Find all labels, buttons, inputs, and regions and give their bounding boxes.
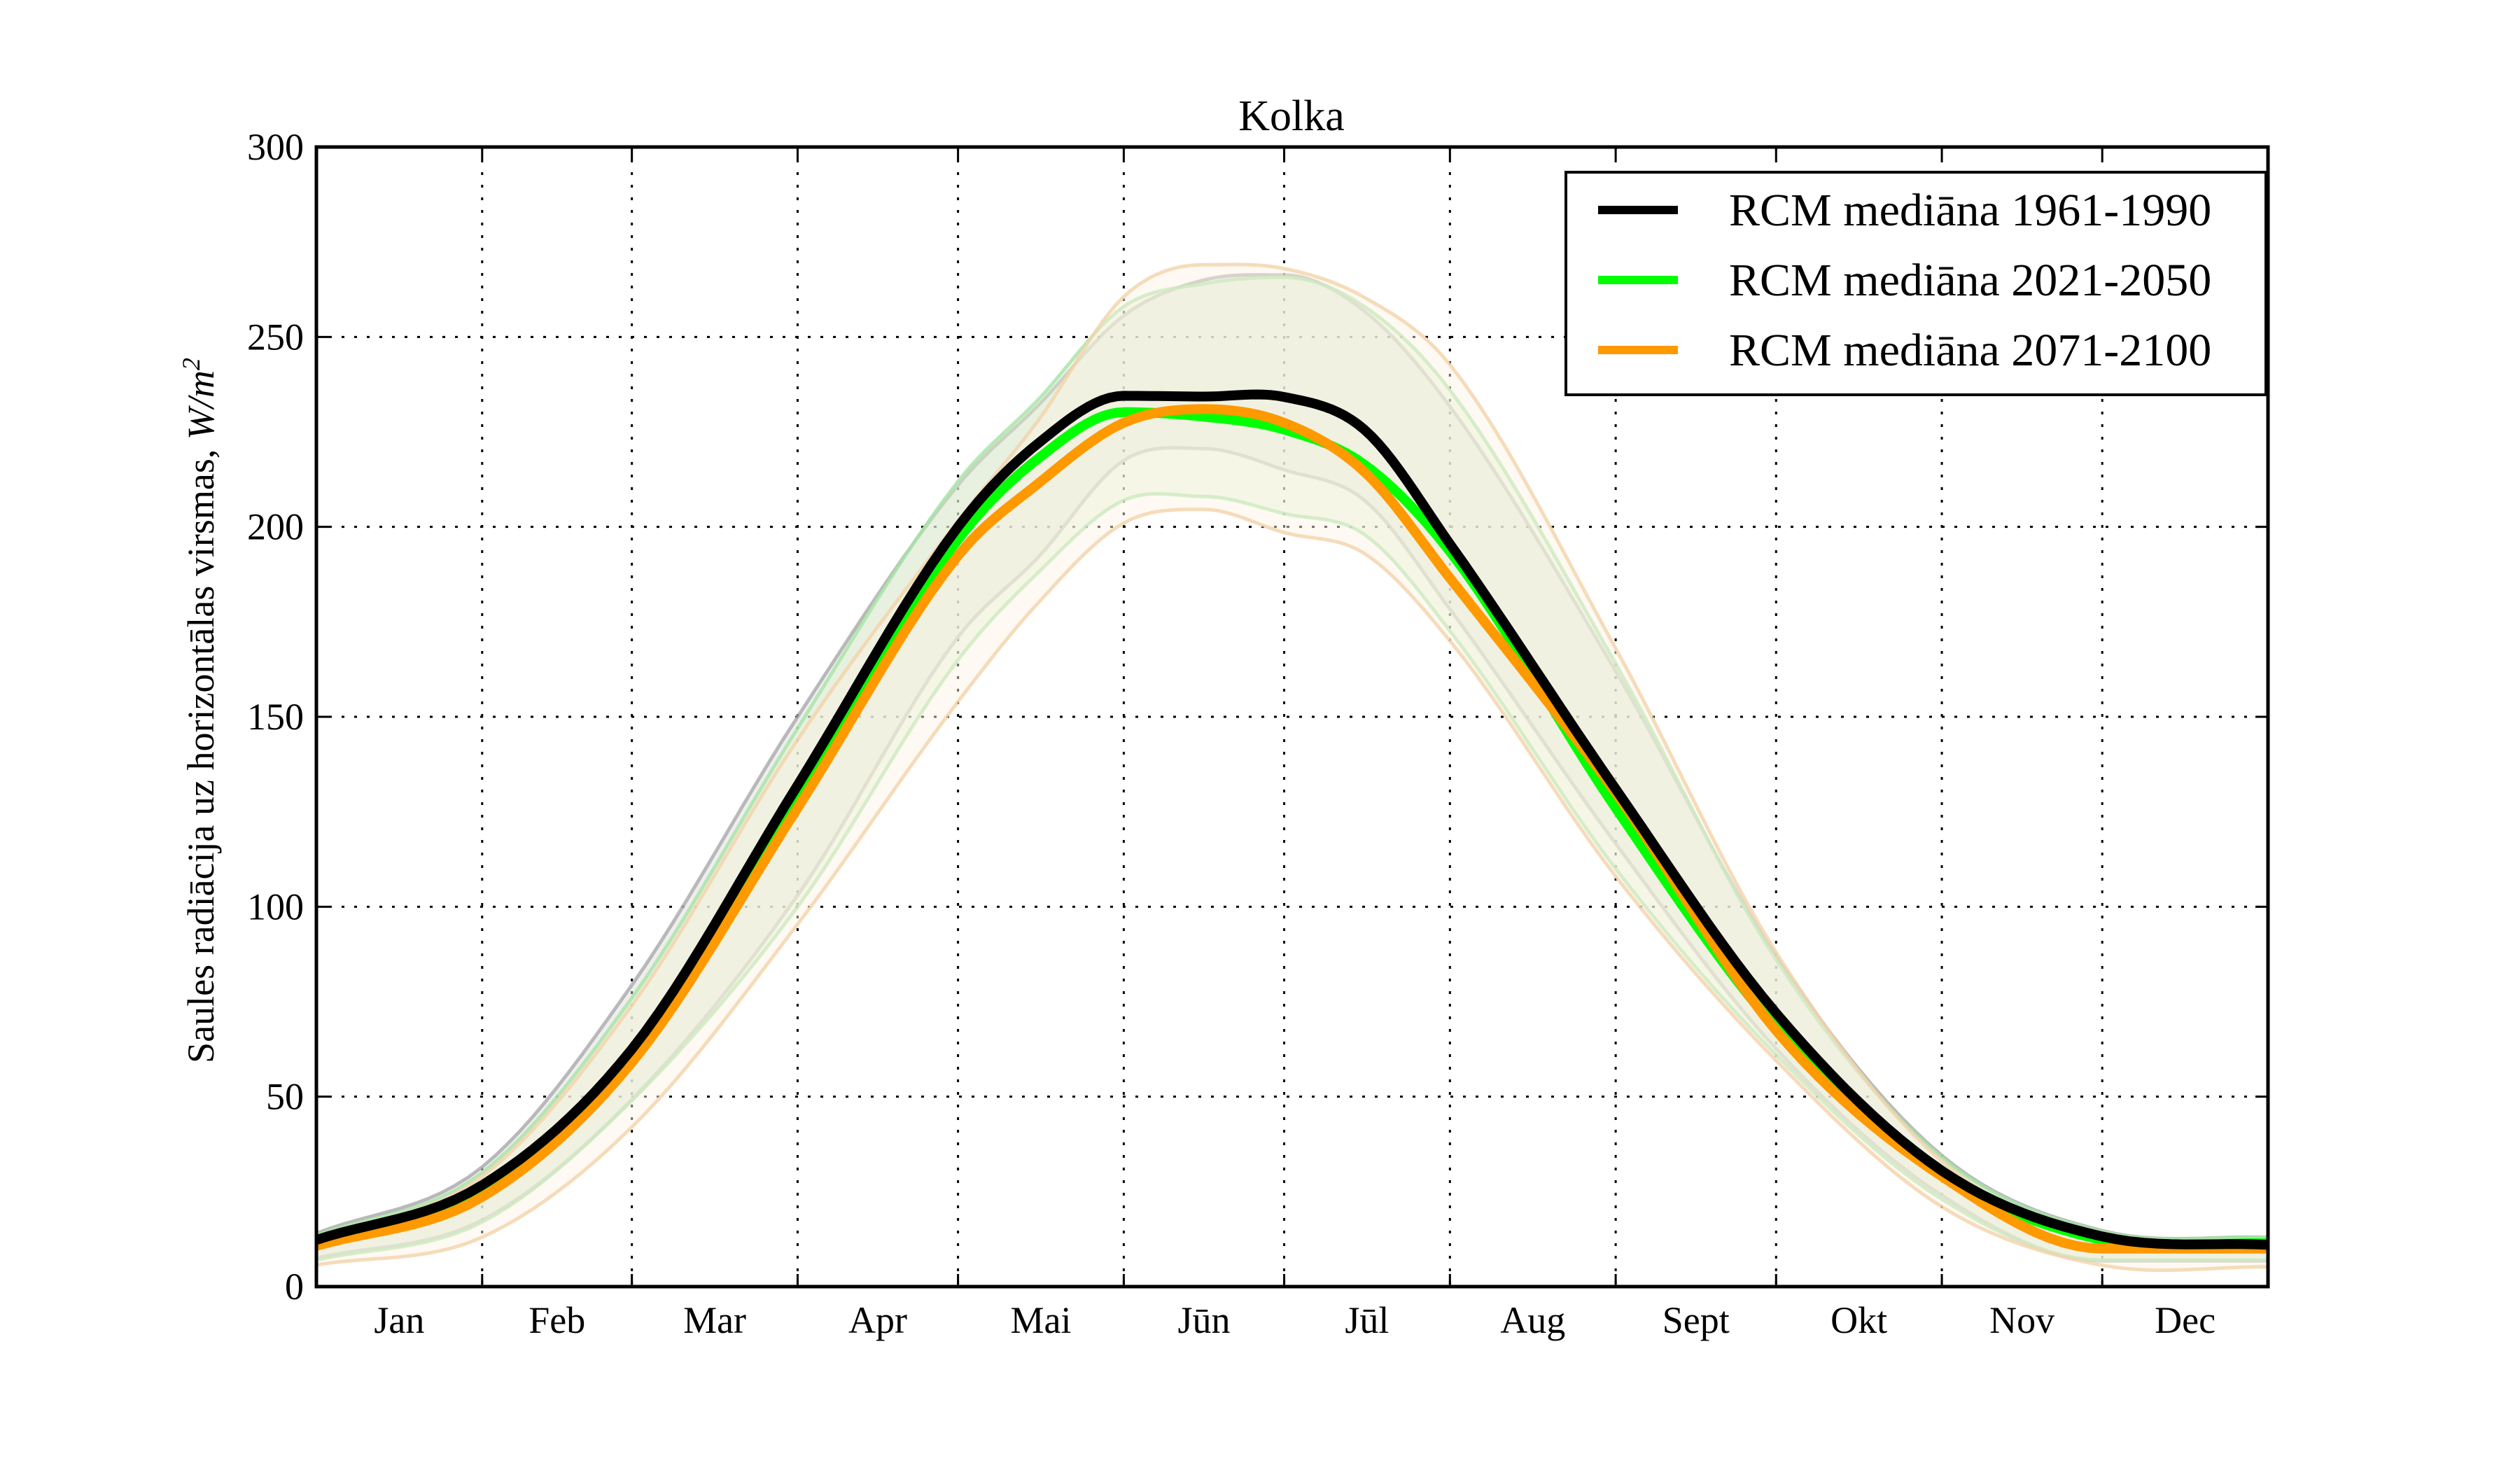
x-tick-label: Mar bbox=[683, 1299, 746, 1341]
legend-label: RCM mediāna 1961-1990 bbox=[1729, 185, 2211, 236]
y-tick-labels: 0 50 100 150 200 250 300 bbox=[247, 126, 304, 1308]
legend-label: RCM mediāna 2071-2100 bbox=[1729, 325, 2211, 376]
x-tick-labels: Jan Feb Mar Apr Mai Jūn Jūl Aug Sept Okt Nov Dec bbox=[374, 1299, 2216, 1341]
x-tick-label: Mai bbox=[1010, 1299, 1071, 1341]
y-axis-label-superscript: 2 bbox=[177, 358, 205, 370]
x-tick-label: Jan bbox=[374, 1299, 424, 1341]
x-tick-label: Apr bbox=[848, 1299, 907, 1341]
y-axis-label-text: Saules radiācija uz horizontālas virsmas… bbox=[180, 440, 222, 1063]
range-band-upper bbox=[316, 262, 2269, 1246]
y-tick-label: 300 bbox=[247, 126, 304, 168]
x-tick-label: Jūl bbox=[1345, 1299, 1389, 1341]
y-tick-label: 0 bbox=[285, 1266, 304, 1308]
chart-title: Kolka bbox=[1238, 92, 1345, 140]
x-tick-label: Okt bbox=[1830, 1299, 1887, 1341]
y-axis-label-unit: W/m bbox=[180, 370, 222, 440]
x-tick-label: Sept bbox=[1662, 1299, 1730, 1341]
y-axis-label: Saules radiācija uz horizontālas virsmas… bbox=[177, 358, 222, 1063]
y-tick-label: 50 bbox=[266, 1076, 304, 1118]
x-tick-label: Feb bbox=[528, 1299, 585, 1341]
legend-box bbox=[1564, 171, 2267, 396]
legend-label: RCM mediāna 2021-2050 bbox=[1729, 255, 2211, 306]
y-tick-label: 100 bbox=[247, 886, 304, 927]
x-tick-label: Dec bbox=[2155, 1299, 2216, 1341]
y-tick-label: 200 bbox=[247, 506, 304, 548]
range-band-lower bbox=[316, 507, 2269, 1273]
x-tick-label: Jūn bbox=[1177, 1299, 1230, 1341]
y-tick-label: 250 bbox=[247, 316, 304, 358]
series-line-2071-2100 bbox=[315, 404, 2268, 1254]
y-tick-label: 150 bbox=[247, 696, 304, 738]
x-tick-label: Aug bbox=[1500, 1299, 1565, 1341]
range-band-lower bbox=[316, 491, 2268, 1262]
x-tick-label: Nov bbox=[1989, 1299, 2054, 1341]
range-band-lower bbox=[316, 446, 2268, 1263]
series-line-1961-1990 bbox=[314, 389, 2269, 1250]
legend: RCM mediāna 1961-1990 RCM mediāna 2021-20… bbox=[1564, 171, 2267, 396]
median-lines bbox=[314, 389, 2269, 1254]
